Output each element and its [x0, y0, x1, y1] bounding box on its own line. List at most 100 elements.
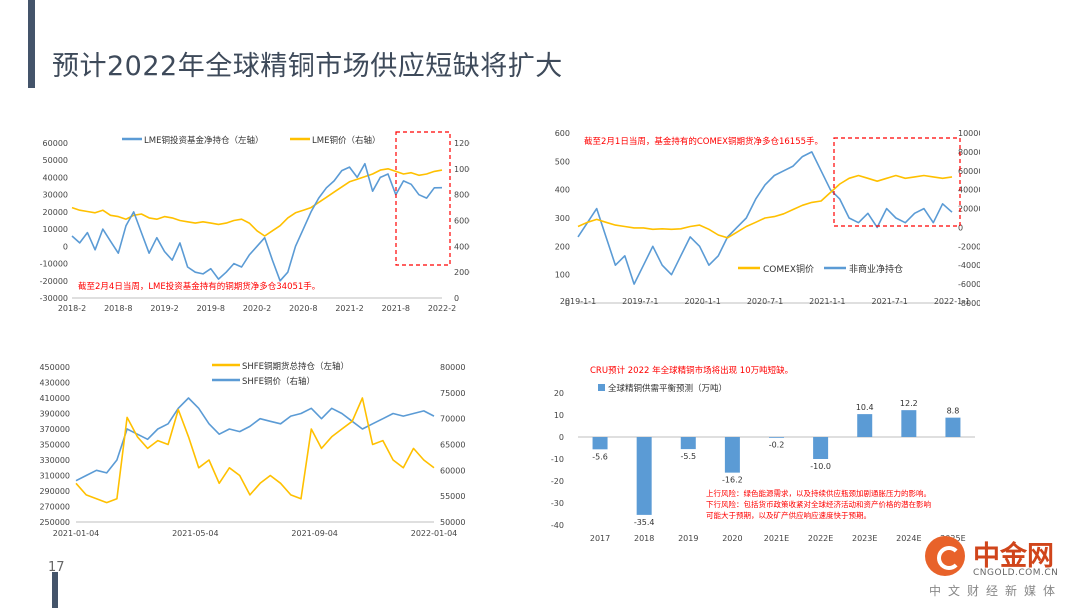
y-right-tick-label: -20000	[958, 242, 980, 251]
y-tick-label: 0	[559, 433, 564, 442]
x-tick-label: 2024E	[896, 534, 921, 543]
legend-label: 全球精铜供需平衡预测（万吨）	[608, 383, 727, 394]
x-tick-label: 2021-01-04	[53, 529, 100, 538]
y-right-tick-label: -80000	[958, 299, 980, 308]
plot-lines	[577, 151, 953, 285]
x-tick-label: 2018-8	[104, 304, 132, 313]
y-right-tick-label: 60000	[958, 167, 980, 176]
x-tick-label: 2020-7-1	[747, 297, 783, 306]
x-tick-label: 2020-8	[289, 304, 317, 313]
x-tick-label: 2021E	[764, 534, 789, 543]
bar-2018	[636, 437, 652, 515]
y-left-tick-label: 300	[555, 214, 570, 223]
plot-lines	[75, 397, 435, 504]
legend-swatch	[598, 384, 605, 391]
bars: -5.6 2017 -35.4 2018 -5.5 2019 -16.2 2020 -0.2 20…	[578, 399, 975, 543]
y-left-tick-label: 390000	[39, 410, 70, 419]
x-tick-label: 2020-2	[243, 304, 271, 313]
bar-value-label: -35.4	[634, 518, 655, 527]
y-right-tick-label: 12000	[454, 139, 470, 148]
bar-value-label: -0.2	[769, 440, 785, 449]
y-right-tick-label: 0	[454, 294, 459, 303]
brand-logo: 中金网 CNGOLD.COM.CN 中文财经新媒体	[915, 530, 1075, 606]
bar-2021E	[769, 437, 784, 438]
y-left-tick-label: 330000	[39, 456, 70, 465]
y-left-tick-label: 50000	[43, 156, 68, 165]
series-line-shfe-price	[75, 397, 435, 482]
x-tick-label: 2022-2	[428, 304, 456, 313]
y-left-tick-label: 200	[555, 242, 570, 251]
bar-value-label: -5.5	[680, 452, 696, 461]
bar-value-label: 12.2	[900, 399, 918, 408]
y-right-tick-label: 60000	[440, 466, 465, 475]
bar-2022E	[813, 437, 829, 459]
y-axis-right: 80000 75000 70000 65000 60000 55000 50000	[440, 363, 465, 527]
y-left-tick-label: 20000	[43, 208, 68, 217]
y-left-tick-label: 30000	[43, 191, 68, 200]
y-tick-label: 20	[554, 389, 564, 398]
y-tick-label: 10	[554, 411, 564, 420]
chart-title: CRU预计 2022 年全球精铜市场将出现 10万吨短缺。	[590, 365, 793, 376]
legend-label-1: COMEX铜价	[763, 263, 814, 275]
series-line-shfe-open-interest	[75, 397, 435, 504]
x-axis: 2021-01-04 2021-05-04 2021-09-04 2022-01-04	[53, 521, 458, 538]
x-tick-label: 2023E	[852, 534, 877, 543]
y-axis-left: 450000 430000 410000 390000 370000 350000 3300…	[39, 363, 70, 527]
series-line-lme-price	[71, 167, 443, 237]
y-right-tick-label: 50000	[440, 518, 465, 527]
legend: COMEX铜价 非商业净持仓	[738, 263, 903, 275]
x-tick-label: 2020	[722, 534, 742, 543]
bar-value-label: -5.6	[592, 452, 608, 461]
legend: SHFE铜期货总持仓（左轴） SHFE铜价（右轴）	[212, 361, 349, 387]
x-tick-label: 2021-1-1	[809, 297, 845, 306]
legend-label-right: SHFE铜价（右轴）	[242, 376, 315, 387]
highlight-box	[833, 137, 961, 227]
y-left-tick-label: 0	[63, 242, 68, 251]
x-axis: 2018-2 2018-8 2019-2 2019-8 2020-2 2020-8 2021…	[58, 297, 456, 313]
y-right-tick-label: 55000	[440, 492, 465, 501]
annotation: 截至2月1日当周，基金持有的COMEX铜期货净多仓16155手。	[584, 136, 823, 147]
x-axis: 2019-1-1 2019-7-1 2020-1-1 2020-7-1 2021-1-1…	[560, 297, 970, 306]
y-right-tick-label: 75000	[440, 389, 465, 398]
y-right-tick-label: 80000	[440, 363, 465, 372]
y-axis-left: 600 500 400 300 200 100 0	[555, 129, 570, 308]
logo-name: 中金网	[973, 541, 1054, 572]
y-right-tick-label: 70000	[440, 415, 465, 424]
y-left-tick-label: 350000	[39, 441, 70, 450]
x-tick-label: 2022-01-04	[411, 529, 458, 538]
bar-2023E	[857, 414, 873, 437]
legend-label-left: LME铜投资基金净持仓（左轴）	[144, 135, 263, 146]
upside-risk: 上行风险：绿色能源需求，以及持续供应瓶颈加剧通胀压力的影响。	[706, 488, 931, 498]
y-left-tick-label: 40000	[43, 173, 68, 182]
x-tick-label: 2021-05-04	[172, 529, 219, 538]
bar-value-label: 8.8	[947, 407, 960, 416]
y-axis-right: 12000 10000 8000 6000 4000 2000 0	[454, 139, 470, 303]
y-tick-label: -30	[551, 499, 564, 508]
x-tick-label: 2017	[590, 534, 610, 543]
annotation: 截至2月4日当周，LME投资基金持有的铜期货净多仓34051手。	[78, 281, 320, 292]
x-tick-label: 2021-09-04	[291, 529, 338, 538]
y-tick-label: -40	[551, 521, 564, 530]
series-line-comex-price	[577, 174, 953, 239]
y-left-tick-label: 10000	[43, 225, 68, 234]
bar-2017	[592, 437, 608, 450]
y-right-tick-label: -40000	[958, 261, 980, 270]
y-left-tick-label: 310000	[39, 472, 70, 481]
y-left-tick-label: 430000	[39, 379, 70, 388]
y-left-tick-label: 450000	[39, 363, 70, 372]
plot-lines	[71, 162, 443, 282]
bar-value-label: -16.2	[722, 476, 743, 485]
downside-risk-2: 可能大于预期，以及矿产供应响应速度快于预期。	[706, 510, 871, 520]
y-right-tick-label: 80000	[958, 148, 980, 157]
highlight-box	[395, 131, 451, 266]
y-right-tick-label: 6000	[454, 217, 470, 226]
chart-balance-forecast: CRU预计 2022 年全球精铜市场将出现 10万吨短缺。 全球精铜供需平衡预测…	[551, 365, 975, 543]
y-axis-left: 60000 50000 40000 30000 20000 10000 0 -10000 -20…	[40, 139, 68, 303]
y-right-tick-label: 4000	[454, 242, 470, 251]
legend-label-left: SHFE铜期货总持仓（左轴）	[242, 361, 349, 372]
y-left-tick-label: 370000	[39, 425, 70, 434]
bar-2019	[680, 437, 696, 450]
x-tick-label: 2019-8	[197, 304, 225, 313]
